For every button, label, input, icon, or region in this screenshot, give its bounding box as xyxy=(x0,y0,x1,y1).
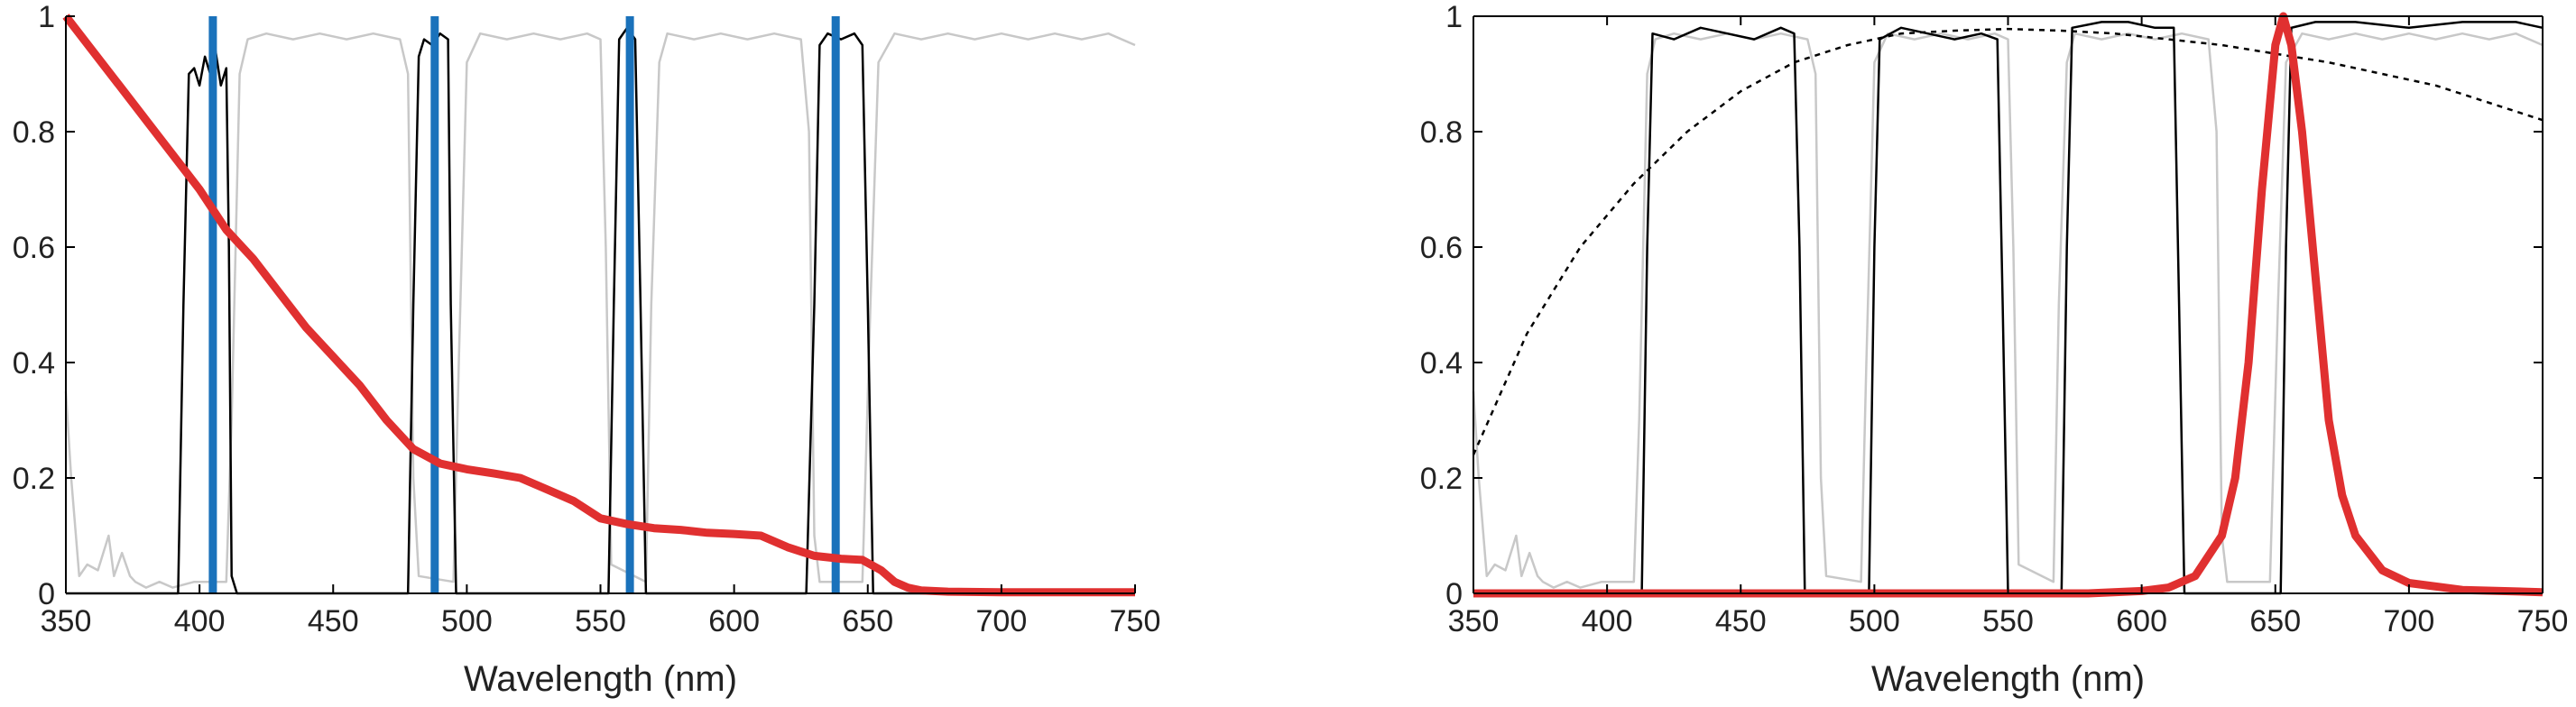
x-tick-label: 450 xyxy=(308,604,359,638)
x-tick-label: 350 xyxy=(1448,604,1500,638)
y-tick-label: 1 xyxy=(38,0,55,34)
x-tick-label: 700 xyxy=(2384,604,2435,638)
plot-area xyxy=(62,14,1136,597)
x-tick-label: 650 xyxy=(2249,604,2301,638)
x-tick-label: 500 xyxy=(1849,604,1900,638)
plot-area xyxy=(1472,12,2544,598)
x-tick-label: 400 xyxy=(174,604,226,638)
x-axis-title: Wavelength (nm) xyxy=(464,659,737,699)
series-line-4 xyxy=(1473,12,2544,598)
x-tick-label: 650 xyxy=(842,604,893,638)
y-tick-label: 1 xyxy=(1445,0,1463,34)
series-line-3 xyxy=(1472,27,2544,455)
y-tick-label: 0.2 xyxy=(1420,462,1463,496)
x-tick-label: 550 xyxy=(575,604,626,638)
axes: 350 400 450 500 550 600 650 700 750 0 0.2 0.4 0.6 0.8… xyxy=(1420,0,2569,699)
y-tick-label: 0 xyxy=(38,577,55,611)
y-tick-label: 0.4 xyxy=(1420,346,1463,381)
left-chart: 350 400 450 500 550 600 650 700 750 0 0.2 0.4 0.6 0.8… xyxy=(13,0,1161,699)
y-tick-label: 0.4 xyxy=(13,346,55,381)
x-tick-label: 600 xyxy=(2116,604,2167,638)
y-tick-label: 0.6 xyxy=(1420,231,1463,265)
y-tick-label: 0.8 xyxy=(13,115,55,150)
series-line-2 xyxy=(66,26,1135,595)
x-axis-title: Wavelength (nm) xyxy=(1871,659,2145,699)
x-tick-label: 350 xyxy=(41,604,92,638)
x-tick-label: 450 xyxy=(1715,604,1767,638)
series-line-1 xyxy=(64,32,1136,589)
x-tick-label: 750 xyxy=(1110,604,1161,638)
y-tick-label: 0.2 xyxy=(13,462,55,496)
x-tick-label: 500 xyxy=(441,604,493,638)
x-tick-label: 550 xyxy=(1982,604,2034,638)
x-tick-label: 400 xyxy=(1582,604,1633,638)
y-tick-label: 0.6 xyxy=(13,231,55,265)
right-chart: 350 400 450 500 550 600 650 700 750 0 0.2 0.4 0.6 0.8… xyxy=(1420,0,2569,699)
axes: 350 400 450 500 550 600 650 700 750 0 0.2 0.4 0.6 0.8… xyxy=(13,0,1161,699)
series-line-1 xyxy=(1472,32,2544,589)
series-line-7 xyxy=(62,14,1135,597)
x-tick-label: 700 xyxy=(976,604,1028,638)
x-tick-label: 750 xyxy=(2517,604,2569,638)
x-tick-label: 600 xyxy=(708,604,760,638)
y-tick-label: 0.8 xyxy=(1420,115,1463,150)
y-tick-label: 0 xyxy=(1445,577,1463,611)
series-line-2 xyxy=(1473,21,2544,595)
